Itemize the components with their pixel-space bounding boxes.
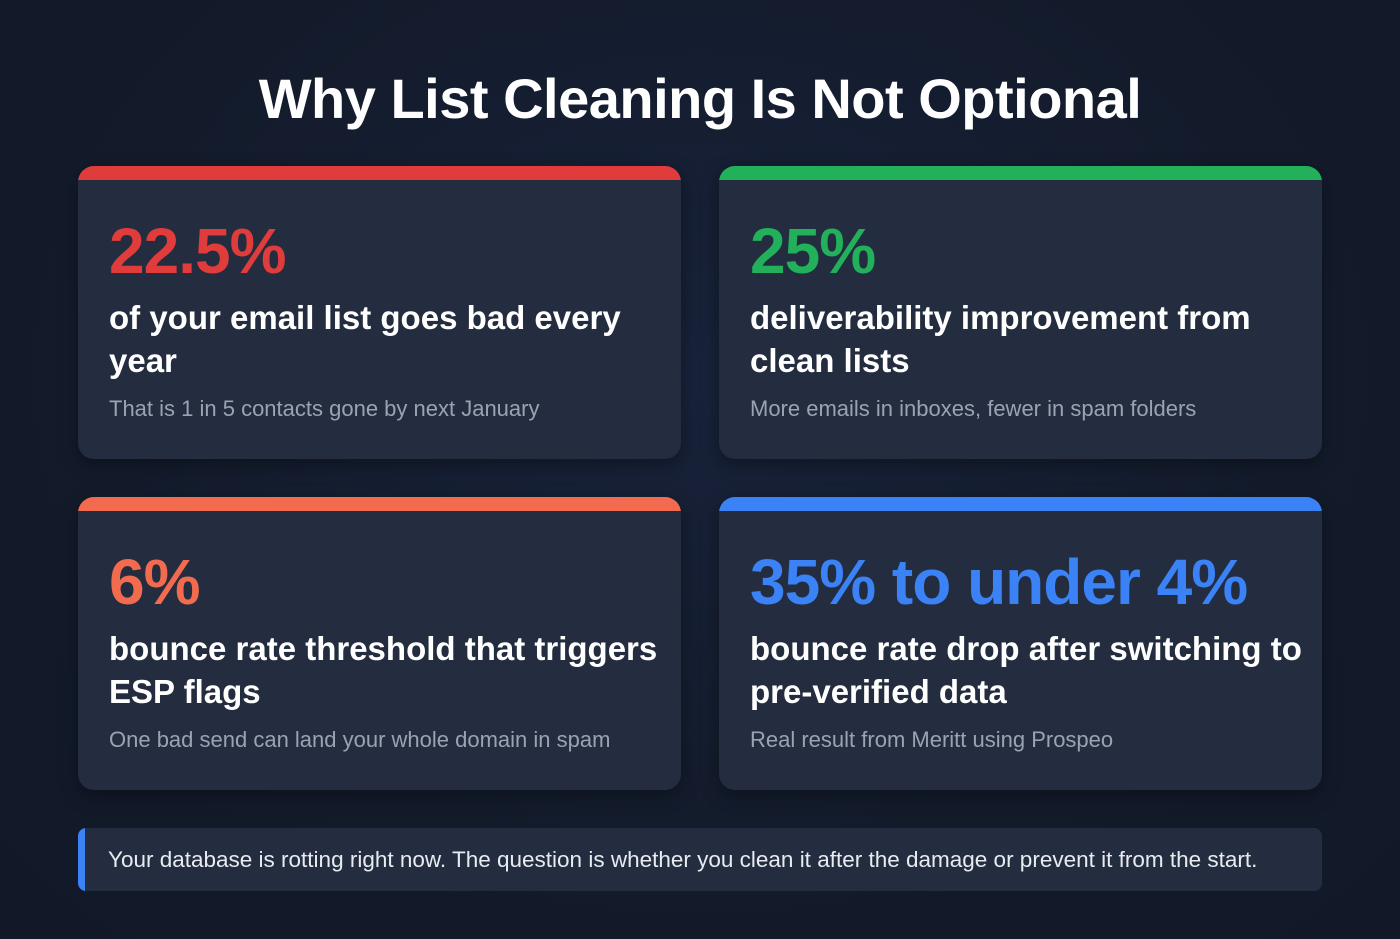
stat-card-bounce-drop: 35% to under 4% bounce rate drop after s… xyxy=(719,497,1322,790)
stat-subtext: One bad send can land your whole domain … xyxy=(109,727,611,752)
stat-value: 22.5% xyxy=(109,215,286,287)
stat-card-list-decay: 22.5% of your email list goes bad every … xyxy=(78,166,681,459)
stat-value: 25% xyxy=(750,215,876,287)
stat-headline: deliverability improvement from clean li… xyxy=(750,299,1251,379)
page-title: Why List Cleaning Is Not Optional xyxy=(258,67,1142,130)
stat-card-bounce-threshold: 6% bounce rate threshold that triggers E… xyxy=(78,497,681,790)
stat-headline: bounce rate threshold that triggers ESP … xyxy=(109,630,658,710)
stat-value: 6% xyxy=(109,546,200,618)
stat-headline: of your email list goes bad every year xyxy=(109,299,621,379)
stat-headline: bounce rate drop after switching to pre-… xyxy=(750,630,1302,710)
accent-bar xyxy=(78,166,681,180)
callout-accent-bar xyxy=(78,828,85,891)
stat-subtext: Real result from Meritt using Prospeo xyxy=(750,727,1114,752)
footer-callout: Your database is rotting right now. The … xyxy=(78,828,1322,891)
callout-text: Your database is rotting right now. The … xyxy=(108,847,1258,872)
stat-subtext: More emails in inboxes, fewer in spam fo… xyxy=(750,396,1197,421)
stat-value: 35% to under 4% xyxy=(750,546,1248,618)
stat-subtext: That is 1 in 5 contacts gone by next Jan… xyxy=(109,396,540,421)
stat-card-deliverability: 25% deliverability improvement from clea… xyxy=(719,166,1322,459)
accent-bar xyxy=(719,497,1322,511)
accent-bar xyxy=(719,166,1322,180)
accent-bar xyxy=(78,497,681,511)
